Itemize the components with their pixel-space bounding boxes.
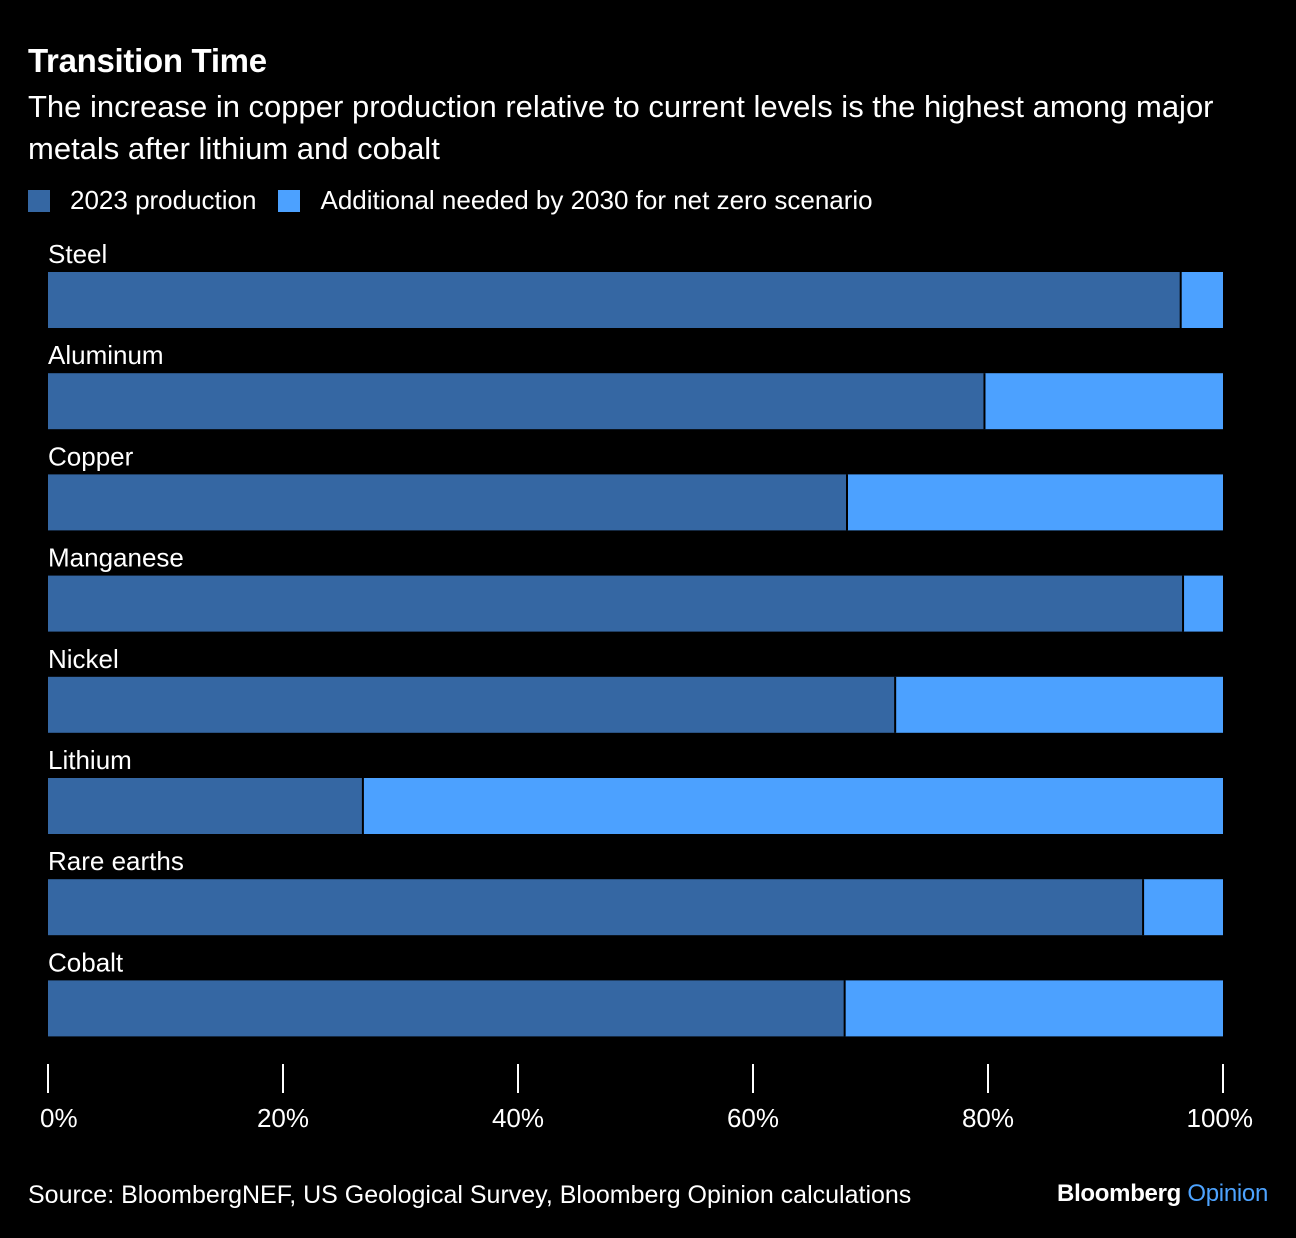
legend-item-additional: Additional needed by 2030 for net zero s…: [278, 185, 873, 216]
x-tick-label: 0%: [40, 1103, 78, 1133]
legend-item-production: 2023 production: [28, 185, 256, 216]
legend-label-production: 2023 production: [70, 185, 257, 215]
chart-title: Transition Time: [28, 42, 267, 79]
category-label: Copper: [48, 441, 134, 471]
bar-segment-2023-production: [48, 879, 1144, 936]
x-tick-label: 100%: [1187, 1103, 1254, 1133]
x-tick-label: 20%: [257, 1103, 309, 1133]
category-label: Aluminum: [48, 340, 164, 370]
bar-segment-2023-production: [48, 373, 985, 430]
bar-segment-additional-2030: [1180, 272, 1223, 328]
legend: 2023 production Additional needed by 203…: [28, 185, 895, 216]
bar-segment-2023-production: [48, 575, 1184, 632]
bar-segment-additional-2030: [984, 373, 1223, 430]
brand-logo: Bloomberg Opinion: [1057, 1180, 1268, 1208]
category-label: Cobalt: [48, 947, 124, 977]
category-label: Steel: [48, 239, 107, 269]
source-note: Source: BloombergNEF, US Geological Surv…: [28, 1181, 912, 1209]
x-tick-label: 80%: [962, 1103, 1014, 1133]
category-label: Manganese: [48, 543, 184, 573]
bar-segment-2023-production: [48, 980, 845, 1037]
bar-segment-additional-2030: [895, 676, 1223, 733]
category-label: Rare earths: [48, 846, 184, 876]
x-tick-label: 60%: [727, 1103, 779, 1133]
bar-segment-2023-production: [48, 676, 896, 733]
legend-swatch-additional: [278, 189, 301, 212]
brand-accent: Opinion: [1187, 1180, 1268, 1207]
chart-subtitle: The increase in copper production relati…: [28, 89, 1214, 166]
legend-label-additional: Additional needed by 2030 for net zero s…: [320, 185, 873, 215]
legend-swatch-production: [28, 189, 50, 212]
bar-segment-2023-production: [48, 272, 1181, 328]
brand-name: Bloomberg: [1057, 1180, 1181, 1207]
bar-segment-additional-2030: [844, 980, 1223, 1037]
bar-segment-2023-production: [48, 474, 847, 531]
category-label: Lithium: [48, 745, 132, 775]
category-label: Nickel: [48, 644, 119, 674]
bar-segment-additional-2030: [1143, 879, 1223, 936]
x-tick-label: 40%: [492, 1103, 544, 1133]
bar-segment-2023-production: [48, 778, 363, 834]
bar-segment-additional-2030: [847, 474, 1223, 531]
bar-segment-additional-2030: [362, 778, 1223, 834]
bar-segment-additional-2030: [1183, 575, 1223, 632]
